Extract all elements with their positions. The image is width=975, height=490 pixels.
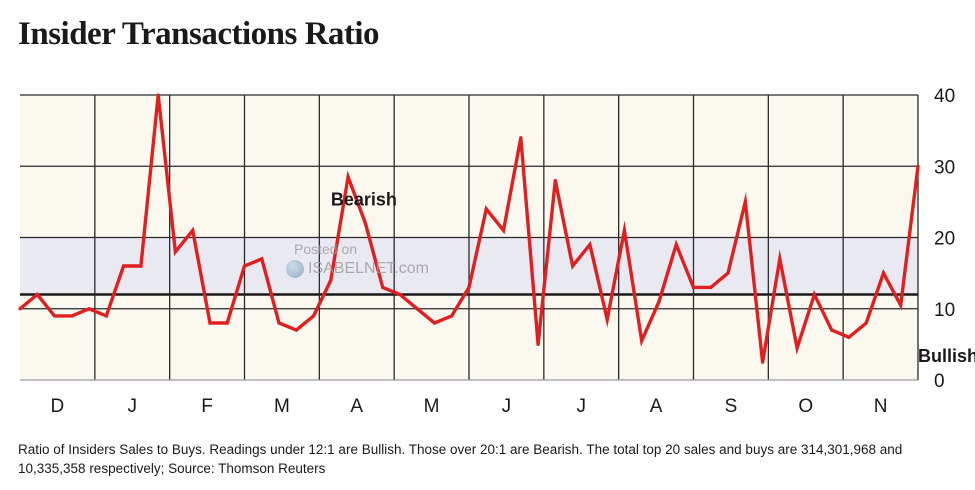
data-point	[726, 271, 730, 275]
x-tick-label: S	[725, 396, 738, 417]
data-point	[294, 328, 298, 332]
data-point	[657, 300, 661, 304]
data-point	[242, 264, 247, 268]
data-point	[622, 228, 627, 232]
labels: 010203040DJFMAMJJASONBearishBullishRatio…	[51, 86, 975, 417]
data-point	[381, 285, 385, 289]
data-point	[191, 228, 195, 232]
data-point	[743, 200, 747, 204]
data-point	[467, 285, 471, 289]
watermark-globe-icon	[286, 259, 304, 278]
annotation: Bearish	[331, 189, 397, 209]
data-point	[899, 303, 903, 307]
x-tick-label: F	[201, 396, 213, 417]
annotation: Bullish	[918, 346, 975, 366]
y-tick-label: 20	[934, 229, 955, 250]
data-point	[640, 339, 644, 343]
x-tick-label: J	[128, 396, 138, 417]
data-point	[156, 93, 160, 97]
data-point	[52, 314, 57, 318]
data-point	[571, 264, 575, 268]
data-point	[881, 271, 886, 275]
data-point	[35, 292, 39, 297]
data-point	[260, 257, 264, 261]
data-point	[501, 228, 506, 232]
data-point	[519, 136, 523, 140]
data-point	[916, 164, 920, 168]
x-tick-label: A	[650, 396, 663, 417]
watermark-line1: Posted on	[294, 241, 358, 257]
data-point	[778, 257, 782, 261]
data-point	[277, 321, 281, 325]
data-point	[812, 292, 816, 297]
footnote: Ratio of Insiders Sales to Buys. Reading…	[18, 442, 903, 476]
x-tick-label: J	[502, 396, 512, 417]
data-point	[847, 335, 851, 339]
data-point	[450, 314, 454, 318]
y-tick-label: 30	[934, 157, 955, 178]
data-point	[760, 360, 765, 364]
watermark-domain: ISABELNET.com	[308, 260, 429, 277]
data-point	[104, 314, 108, 318]
data-point	[691, 285, 696, 289]
data-point	[795, 346, 799, 350]
data-point	[864, 321, 868, 325]
grid	[20, 94, 919, 381]
data-point	[398, 292, 402, 297]
data-point	[709, 285, 713, 289]
data-point	[605, 317, 609, 322]
series	[18, 93, 920, 364]
data-point	[484, 207, 488, 211]
y-tick-label: 0	[934, 371, 945, 392]
chart-title: Insider Transactions Ratio	[18, 16, 380, 52]
x-tick-label: N	[874, 396, 888, 417]
data-point	[553, 178, 557, 183]
data-point	[139, 264, 143, 268]
watermark: Posted on ISABELNET.com	[286, 240, 429, 278]
data-point	[225, 321, 229, 325]
y-tick-label: 40	[934, 86, 955, 107]
data-point	[536, 342, 540, 346]
data-point	[830, 328, 834, 332]
data-point	[346, 175, 350, 179]
x-tick-label: D	[51, 396, 65, 417]
x-tick-label: O	[798, 396, 813, 417]
x-tick-label: J	[577, 396, 587, 417]
data-point	[208, 321, 212, 325]
y-tick-label: 10	[934, 300, 955, 321]
x-tick-label: A	[350, 396, 363, 417]
x-tick-label: M	[424, 396, 440, 417]
data-point	[122, 264, 126, 268]
data-point	[415, 307, 419, 311]
data-point	[674, 243, 678, 247]
data-point	[70, 314, 74, 318]
data-point	[18, 307, 22, 311]
data-point	[363, 221, 367, 225]
data-point	[329, 278, 333, 282]
data-point	[173, 250, 178, 254]
data-point	[588, 243, 592, 247]
x-tick-label: M	[274, 396, 290, 417]
data-point	[311, 314, 316, 318]
data-point	[87, 307, 91, 311]
data-point	[432, 321, 437, 325]
